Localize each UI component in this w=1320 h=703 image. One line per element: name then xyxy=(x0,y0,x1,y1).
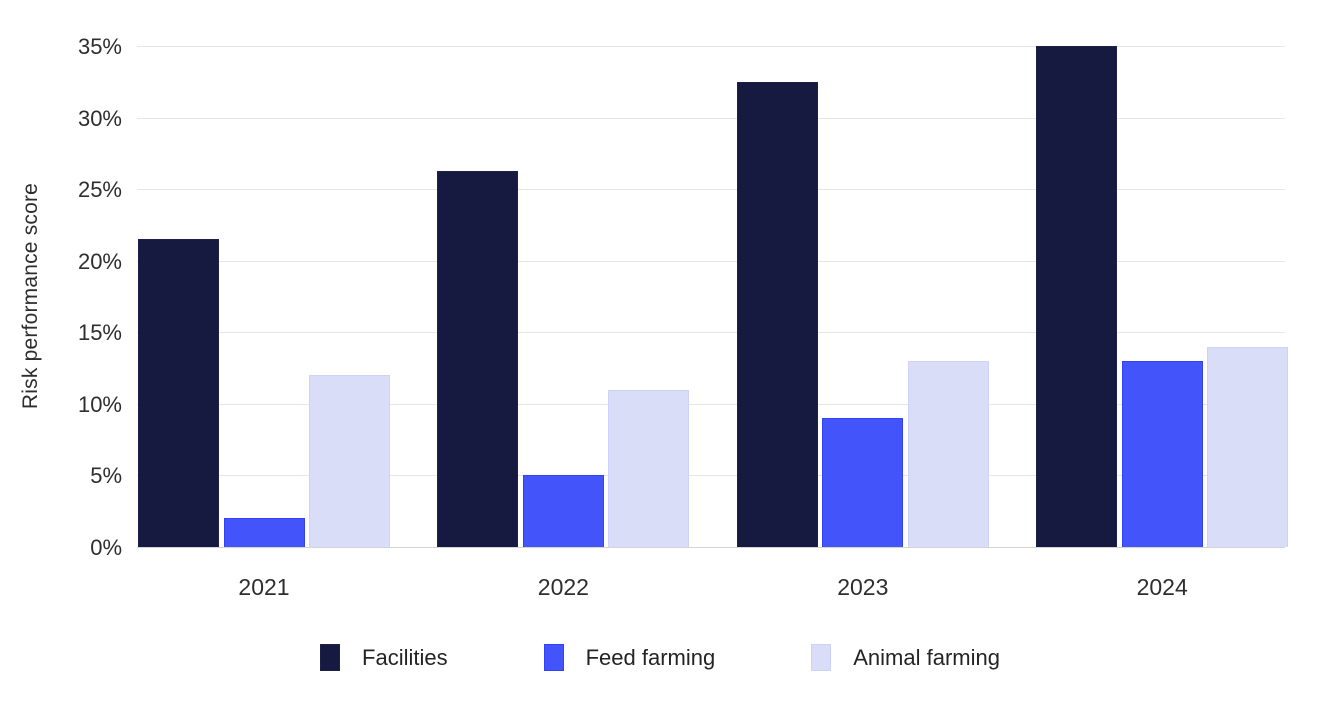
bar-facilities-2022 xyxy=(437,170,519,547)
x-tick-label-2021: 2021 xyxy=(238,574,290,600)
bar-facilities-2021 xyxy=(138,239,219,547)
bar-facilities-2024 xyxy=(1036,46,1118,547)
y-tick-label-10: 10% xyxy=(77,391,122,417)
bar-animal-farming-2024 xyxy=(1207,346,1289,547)
y-tick-label-35: 35% xyxy=(77,34,122,60)
x-tick-label-2024: 2024 xyxy=(1136,574,1188,600)
gridline-35 xyxy=(137,46,1285,48)
y-axis-title: Risk performance score xyxy=(19,182,42,410)
legend-swatch xyxy=(320,644,341,671)
legend-label: Animal farming xyxy=(853,644,1000,670)
gridline-5 xyxy=(137,475,1285,477)
y-tick-label-5: 5% xyxy=(90,463,122,489)
y-tick-label-20: 20% xyxy=(77,248,122,274)
gridline-20 xyxy=(137,260,1285,262)
gridline-15 xyxy=(137,332,1285,334)
gridline-0 xyxy=(137,547,1285,548)
x-tick-label-2022: 2022 xyxy=(537,574,589,600)
legend-label: Feed farming xyxy=(585,644,716,670)
bar-animal-farming-2021 xyxy=(309,375,390,547)
y-tick-label-0: 0% xyxy=(90,535,122,560)
bar-feed-farming-2021 xyxy=(223,518,305,547)
bar-facilities-2023 xyxy=(736,81,818,547)
legend-swatch xyxy=(811,644,832,671)
legend-item-facilities: Facilities xyxy=(320,644,448,671)
bar-feed-farming-2022 xyxy=(522,475,604,547)
bar-animal-farming-2023 xyxy=(907,361,989,547)
bar-animal-farming-2022 xyxy=(608,389,690,547)
y-tick-label-15: 15% xyxy=(77,320,122,346)
x-tick-label-2023: 2023 xyxy=(837,574,889,600)
gridline-25 xyxy=(137,189,1285,191)
gridline-10 xyxy=(137,403,1285,405)
y-tick-label-25: 25% xyxy=(77,177,122,203)
legend-item-feed-farming: Feed farming xyxy=(543,644,716,671)
legend-swatch xyxy=(543,644,564,671)
y-tick-label-30: 30% xyxy=(77,105,122,131)
gridline-30 xyxy=(137,117,1285,119)
bar-feed-farming-2024 xyxy=(1121,361,1203,547)
bar-feed-farming-2023 xyxy=(822,418,904,547)
legend-label: Facilities xyxy=(362,644,448,670)
legend-item-animal-farming: Animal farming xyxy=(811,644,1000,671)
legend: Facilities Feed farming Animal farming xyxy=(0,644,1320,671)
